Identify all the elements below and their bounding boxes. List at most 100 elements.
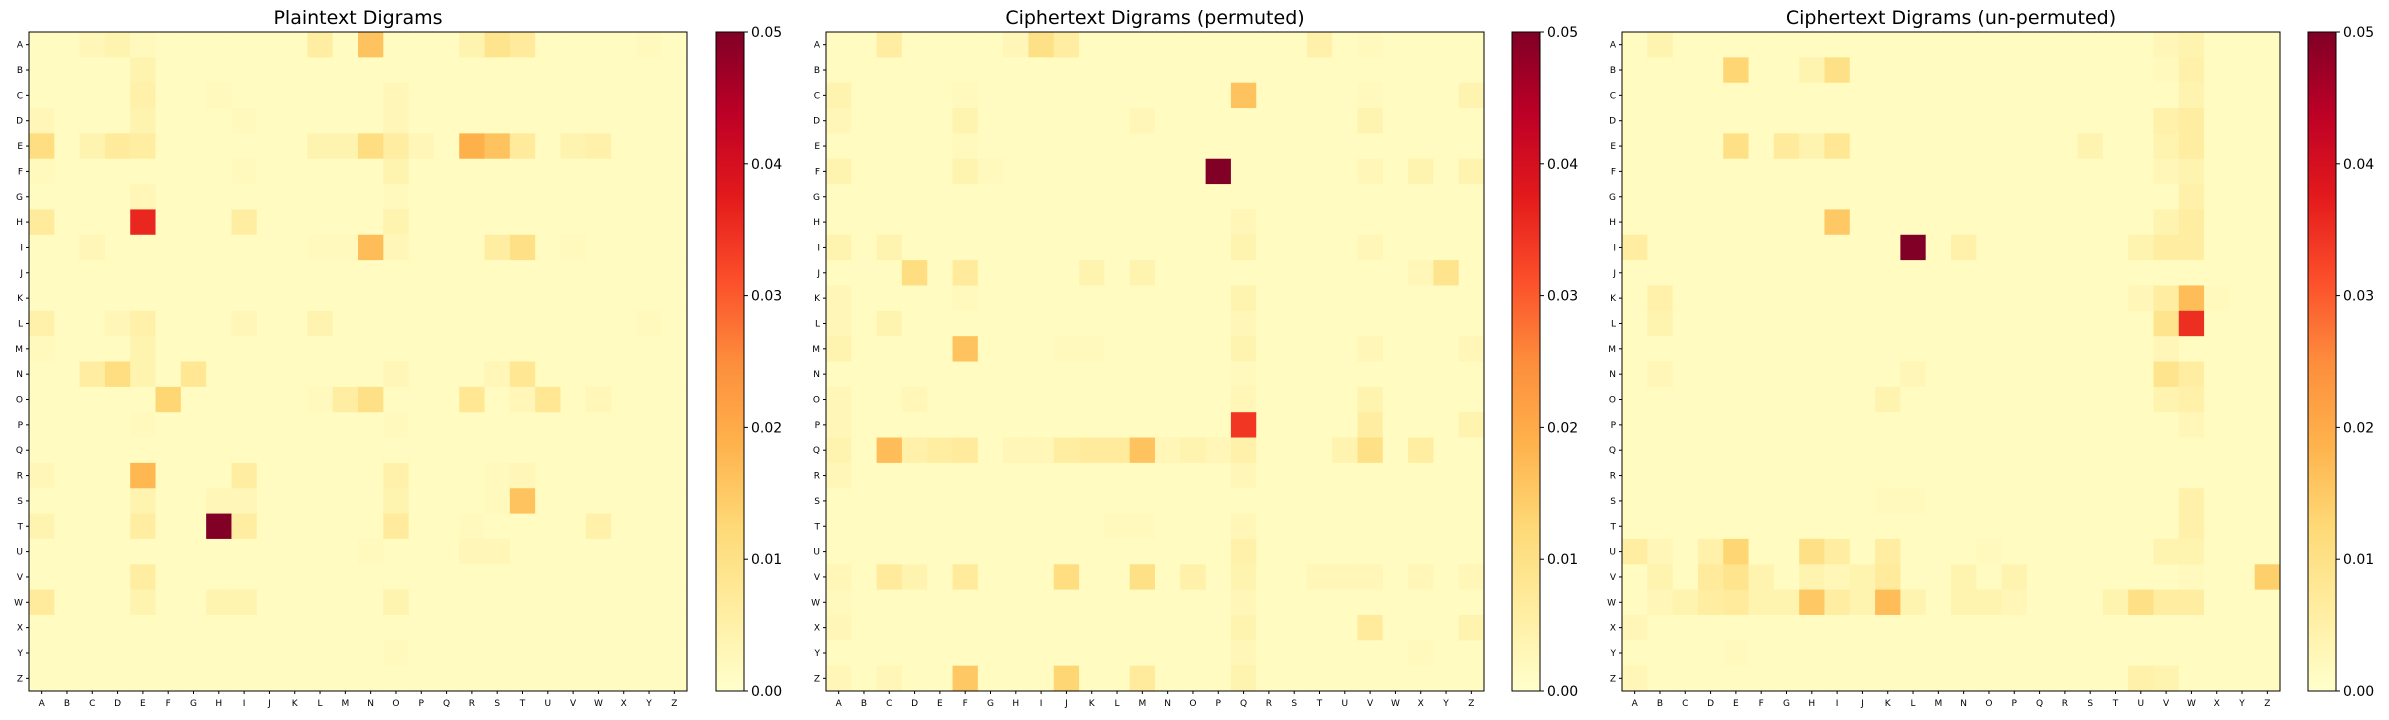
heatmap-cell-is	[1281, 234, 1308, 261]
heatmap-cell-nc	[79, 361, 106, 388]
heatmap-cell-tr	[1256, 513, 1282, 540]
heatmap-cell-vi	[1824, 564, 1851, 591]
heatmap-cell-rb	[54, 462, 81, 489]
heatmap-cell-pe	[1723, 412, 1749, 438]
heatmap-cell-ai	[1028, 32, 1055, 58]
heatmap-cell-nh	[1003, 361, 1029, 388]
heatmap-cell-nu	[535, 361, 561, 388]
heatmap-cell-ek	[1079, 133, 1105, 160]
heatmap-cell-ep	[2001, 133, 2028, 160]
heatmap-cell-bp	[1205, 57, 1232, 84]
heatmap-cell-cd	[1697, 82, 1724, 109]
heatmap-cell-aw	[585, 32, 612, 58]
heatmap-cell-xm	[1925, 614, 1952, 641]
heatmap-cell-xd	[901, 614, 928, 641]
heatmap-cell-pf	[155, 412, 182, 438]
heatmap-cell-gz	[661, 184, 688, 210]
heatmap-cell-ck	[282, 82, 308, 109]
heatmap-cell-kn	[1155, 285, 1181, 312]
heatmap-cell-vc	[79, 564, 106, 591]
heatmap-cell-rt	[1306, 462, 1333, 489]
heatmap-cell-mh	[1003, 336, 1029, 362]
heatmap-cell-go	[1976, 184, 2003, 210]
heatmap-cell-vs	[1281, 564, 1308, 591]
heatmap-cell-xp	[408, 614, 435, 641]
heatmap-cell-jd	[1697, 260, 1724, 286]
heatmap-cell-mu	[1332, 336, 1358, 362]
heatmap-cell-zx	[2204, 665, 2230, 692]
heatmap-cell-ub	[1647, 538, 1674, 565]
heatmap-cell-ud	[901, 538, 928, 565]
heatmap-cell-rl	[307, 462, 334, 489]
heatmap-cell-ag	[1773, 32, 1800, 58]
heatmap-cell-hr	[2052, 209, 2078, 236]
heatmap-cell-wp	[408, 589, 435, 616]
x-tick-label: T	[1316, 699, 1323, 709]
heatmap-cell-ig	[977, 234, 1004, 261]
heatmap-cell-sk	[1875, 488, 1901, 514]
heatmap-cell-ey	[2229, 133, 2256, 160]
heatmap-cell-cq	[2026, 82, 2053, 109]
heatmap-cell-br	[2052, 57, 2078, 84]
heatmap-cell-wv	[2153, 589, 2180, 616]
heatmap-cell-rf	[155, 462, 182, 489]
heatmap-cell-eb	[54, 133, 81, 160]
heatmap-cell-li	[1028, 310, 1055, 337]
heatmap-cell-fh	[1003, 158, 1029, 185]
heatmap-cell-bd	[1697, 57, 1724, 84]
y-tick-label: E	[17, 142, 23, 152]
heatmap-cell-cw	[1382, 82, 1409, 109]
heatmap-cell-jl	[307, 260, 334, 286]
heatmap-cell-ol	[1900, 386, 1927, 413]
heatmap-cell-pp	[2001, 412, 2028, 438]
heatmap-cell-oc	[876, 386, 903, 413]
heatmap-cell-rk	[1079, 462, 1105, 489]
heatmap-cell-rq	[2026, 462, 2053, 489]
x-tick-label: R	[1266, 699, 1272, 709]
heatmap-cell-xr	[2052, 614, 2078, 641]
heatmap-cell-la	[826, 310, 852, 337]
heatmap-cell-xz	[661, 614, 688, 641]
heatmap-cell-fy	[1433, 158, 1460, 185]
heatmap-cell-ut	[1306, 538, 1333, 565]
heatmap-cell-gu	[535, 184, 561, 210]
heatmap-cell-xt	[1306, 614, 1333, 641]
heatmap-cell-hb	[851, 209, 878, 236]
heatmap-cell-jr	[459, 260, 485, 286]
heatmap-cell-wm	[332, 589, 359, 616]
heatmap-cell-en	[1951, 133, 1977, 160]
heatmap-cell-xi	[1028, 614, 1055, 641]
heatmap-cell-zf	[155, 665, 182, 692]
heatmap-cell-xx	[1408, 614, 1434, 641]
x-tick-label: Y	[1442, 699, 1449, 709]
heatmap-cell-ma	[1622, 336, 1648, 362]
heatmap-cell-la	[29, 310, 55, 337]
heatmap-cell-qf	[952, 437, 979, 464]
heatmap-cell-uo	[1180, 538, 1207, 565]
heatmap-cell-vp	[2001, 564, 2028, 591]
heatmap-cell-ez	[661, 133, 688, 160]
heatmap-cell-wr	[1256, 589, 1282, 616]
heatmap-cell-js	[484, 260, 511, 286]
heatmap-cell-ge	[1723, 184, 1749, 210]
heatmap-cell-qn	[358, 437, 384, 464]
heatmap-cell-in	[1951, 234, 1977, 261]
heatmap-cell-vk	[282, 564, 308, 591]
heatmap-cell-lm	[1925, 310, 1952, 337]
y-tick-label: D	[16, 117, 23, 127]
heatmap-cell-ef	[155, 133, 182, 160]
heatmap-cell-qz	[661, 437, 688, 464]
heatmap-cell-ev	[2153, 133, 2180, 160]
heatmap-cell-fg	[1773, 158, 1800, 185]
heatmap-cell-gn	[1951, 184, 1977, 210]
heatmap-cell-fj	[1053, 158, 1080, 185]
heatmap-cell-az	[661, 32, 688, 58]
heatmap-cell-df	[155, 108, 182, 134]
heatmap-cell-jy	[2229, 260, 2256, 286]
heatmap-cell-dd	[901, 108, 928, 134]
heatmap-cell-lf	[952, 310, 979, 337]
heatmap-cell-vm	[332, 564, 359, 591]
heatmap-cell-uj	[1849, 538, 1876, 565]
heatmap-cell-zj	[1849, 665, 1876, 692]
x-tick-label: D	[1707, 699, 1714, 709]
